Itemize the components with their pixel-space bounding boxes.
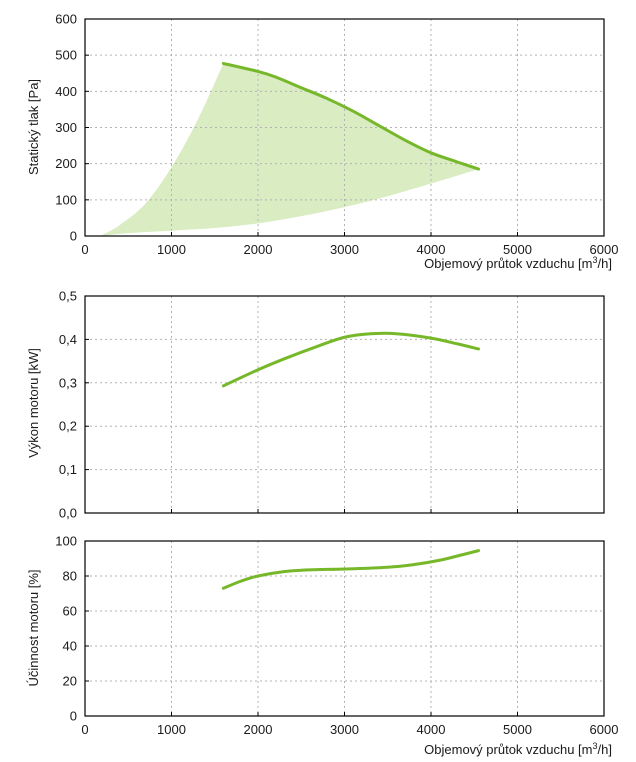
power-chart-panel: Výkon motoru [kW] 0,0 0,1 0,2 0,3 0,4 0,5 xyxy=(26,289,605,521)
efficiency-x-tick-label: 1000 xyxy=(157,722,186,737)
pressure-chart-panel: Statický tlak [Pa] Objemový průtok vzduc… xyxy=(26,12,618,272)
power-series-line xyxy=(221,331,481,388)
pressure-x-tick-label: 4000 xyxy=(417,242,446,257)
efficiency-x-tick-label: 6000 xyxy=(590,722,619,737)
pressure-y-tick-label: 600 xyxy=(55,12,77,27)
pressure-y-tick-label: 400 xyxy=(55,84,77,99)
pressure-series-line xyxy=(221,61,481,171)
pressure-x-tick-label: 5000 xyxy=(503,242,532,257)
efficiency-x-tick-label: 2000 xyxy=(244,722,273,737)
efficiency-chart-panel: Účinnost motoru [%] Objemový průtok vzdu… xyxy=(26,534,618,758)
pressure-y-tick-label: 200 xyxy=(55,156,77,171)
pressure-y-tick-label: 100 xyxy=(55,192,77,207)
power-y-tick-label: 0,0 xyxy=(59,506,77,521)
power-y-tick-label: 0,1 xyxy=(59,462,77,477)
pressure-x-tick-label: 0 xyxy=(81,242,88,257)
power-y-tick-label: 0,2 xyxy=(59,419,77,434)
efficiency-y-tick-label: 40 xyxy=(63,639,77,654)
efficiency-y-tick-label: 80 xyxy=(63,569,77,584)
power-y-axis-label: Výkon motoru [kW] xyxy=(26,348,41,458)
pressure-operating-area xyxy=(100,63,479,237)
power-plot-frame xyxy=(84,295,605,514)
efficiency-x-tick-label: 4000 xyxy=(417,722,446,737)
efficiency-x-tick-label: 3000 xyxy=(330,722,359,737)
pressure-x-tick-label: 1000 xyxy=(157,242,186,257)
efficiency-x-tick-label: 5000 xyxy=(503,722,532,737)
efficiency-y-tick-label: 60 xyxy=(63,604,77,619)
efficiency-x-tick-label: 0 xyxy=(81,722,88,737)
power-y-tick-label: 0,5 xyxy=(59,289,77,304)
pressure-x-tick-label: 6000 xyxy=(590,242,619,257)
pressure-x-tick-label: 3000 xyxy=(330,242,359,257)
efficiency-y-tick-label: 20 xyxy=(63,674,77,689)
efficiency-x-axis-label: Objemový průtok vzduchu [m3/h] xyxy=(424,741,612,757)
power-y-tick-label: 0,3 xyxy=(59,375,77,390)
pressure-x-tick-label: 2000 xyxy=(244,242,273,257)
pressure-y-tick-label: 300 xyxy=(55,120,77,135)
pressure-y-tick-label: 500 xyxy=(55,48,77,63)
efficiency-y-axis-label: Účinnost motoru [%] xyxy=(26,569,41,686)
efficiency-series-line xyxy=(221,549,481,590)
pressure-y-axis-label: Statický tlak [Pa] xyxy=(26,79,41,175)
pressure-x-axis-label: Objemový průtok vzduchu [m3/h] xyxy=(424,255,612,271)
efficiency-y-tick-label: 0 xyxy=(70,709,77,724)
power-y-tick-label: 0,4 xyxy=(59,332,77,347)
efficiency-y-tick-label: 100 xyxy=(55,534,77,549)
pressure-y-tick-label: 0 xyxy=(70,229,77,244)
